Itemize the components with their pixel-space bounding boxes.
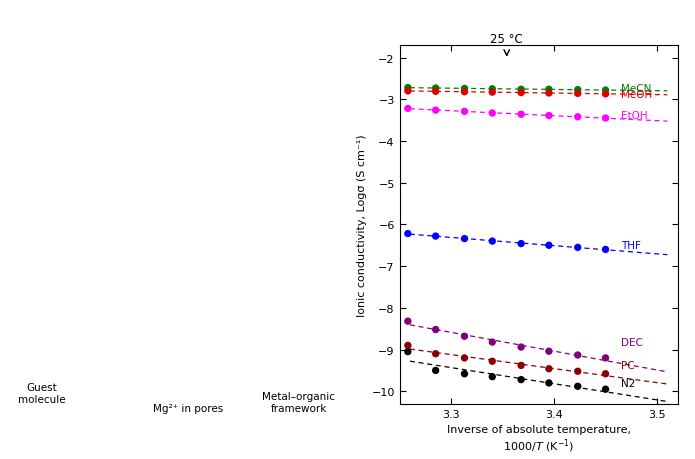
Text: Mg²⁺ in pores: Mg²⁺ in pores (152, 403, 223, 413)
Point (516, 241, 527, 248)
Point (543, 90, 555, 97)
Point (402, 85, 414, 92)
Point (486, 339, 498, 346)
Point (543, 242, 555, 249)
Point (459, 235, 470, 243)
Point (459, 85, 470, 93)
Point (516, 86, 527, 94)
Point (572, 114, 583, 121)
Point (459, 89, 470, 96)
Text: Guest
molecule: Guest molecule (18, 382, 65, 404)
Point (430, 367, 441, 374)
Point (543, 348, 555, 355)
Point (516, 112, 527, 119)
Text: MeOH: MeOH (621, 90, 652, 100)
Point (402, 318, 414, 325)
Point (600, 87, 611, 95)
Point (430, 85, 441, 92)
Point (516, 90, 527, 97)
Point (572, 87, 583, 94)
Point (430, 89, 441, 96)
Point (516, 362, 527, 369)
Point (430, 350, 441, 358)
Text: THF: THF (621, 241, 641, 251)
Point (486, 86, 498, 93)
Point (402, 342, 414, 349)
Point (543, 112, 555, 120)
Point (572, 90, 583, 98)
Point (543, 380, 555, 387)
Point (600, 246, 611, 253)
Point (600, 91, 611, 98)
Point (600, 115, 611, 123)
Point (459, 108, 470, 116)
Point (459, 333, 470, 340)
Point (572, 244, 583, 252)
Point (402, 348, 414, 356)
Point (459, 354, 470, 362)
Text: Metal–organic
framework: Metal–organic framework (262, 392, 336, 413)
Point (486, 373, 498, 381)
Point (430, 107, 441, 114)
Point (600, 386, 611, 393)
Text: MeCN: MeCN (621, 84, 651, 94)
Text: PC: PC (621, 360, 635, 370)
Point (402, 106, 414, 113)
Point (430, 326, 441, 334)
Point (430, 233, 441, 240)
Point (486, 110, 498, 118)
Point (486, 238, 498, 245)
Text: DEC: DEC (621, 337, 643, 347)
Point (572, 383, 583, 390)
Point (486, 358, 498, 365)
Point (516, 344, 527, 351)
Point (486, 89, 498, 96)
X-axis label: Inverse of absolute temperature,
1000/$T$ (K$^{-1}$): Inverse of absolute temperature, 1000/$T… (447, 424, 630, 454)
Point (402, 230, 414, 238)
Text: N2: N2 (621, 378, 635, 388)
Point (516, 376, 527, 383)
Point (402, 88, 414, 95)
Point (459, 370, 470, 378)
Text: 25 °C: 25 °C (491, 33, 523, 46)
Point (543, 365, 555, 373)
Point (572, 352, 583, 359)
Y-axis label: Ionic conductivity, Logσ (S cm⁻¹): Ionic conductivity, Logσ (S cm⁻¹) (357, 134, 367, 316)
Point (600, 354, 611, 362)
Point (572, 368, 583, 375)
Point (543, 86, 555, 94)
Text: EtOH: EtOH (621, 111, 648, 121)
Point (600, 370, 611, 378)
